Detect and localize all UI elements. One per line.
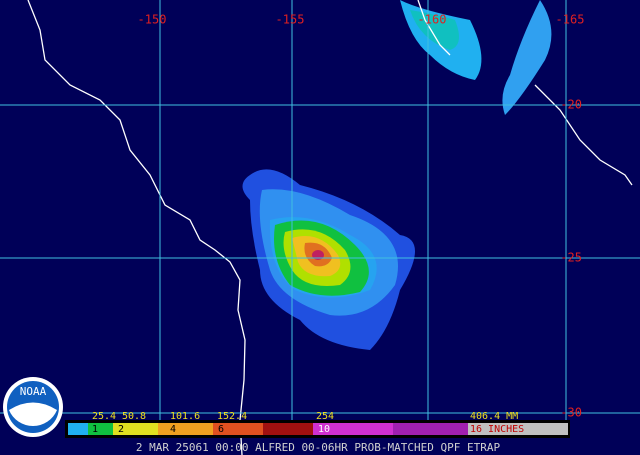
legend-mm-label: 101.6 [170,411,200,422]
rainfall [242,0,552,350]
longitude-label: -155 [276,13,305,27]
footer: 2 MAR 25061 00:00 ALFRED 00-06HR PROB-MA… [136,441,501,454]
legend-mm-label: 406.4 MM [470,411,518,422]
legend-inch-label: 4 [170,424,176,435]
legend-inch-label: 1 [92,424,98,435]
longitude-label: -160 [418,13,447,27]
latitude-label: -30 [560,406,582,420]
longitude-label: -165 [556,13,585,27]
coastline [534,84,633,186]
latitude-label: -25 [560,251,582,265]
legend-inch-label: 6 [218,424,224,435]
legend-mm-label: 152.4 [217,411,247,422]
longitude-label: -150 [138,13,167,27]
legend-mm-label: 25.4 [92,411,116,422]
graticule [0,0,640,420]
logo-text: NOAA [20,385,47,398]
legend-inch-label: 2 [118,424,124,435]
legend: 25.4 50.8 101.6 152.4 254 406.4 MM 1 2 4… [65,411,570,438]
legend-inch-label: 16 INCHES [470,424,524,435]
coastline [417,0,451,56]
legend-inch-label: 10 [318,424,330,435]
coastline [27,0,246,455]
legend-mm-label: 254 [316,411,334,422]
latitude-label: -20 [560,98,582,112]
noaa-logo: NOAA [3,377,63,437]
legend-mm-label: 50.8 [122,411,146,422]
